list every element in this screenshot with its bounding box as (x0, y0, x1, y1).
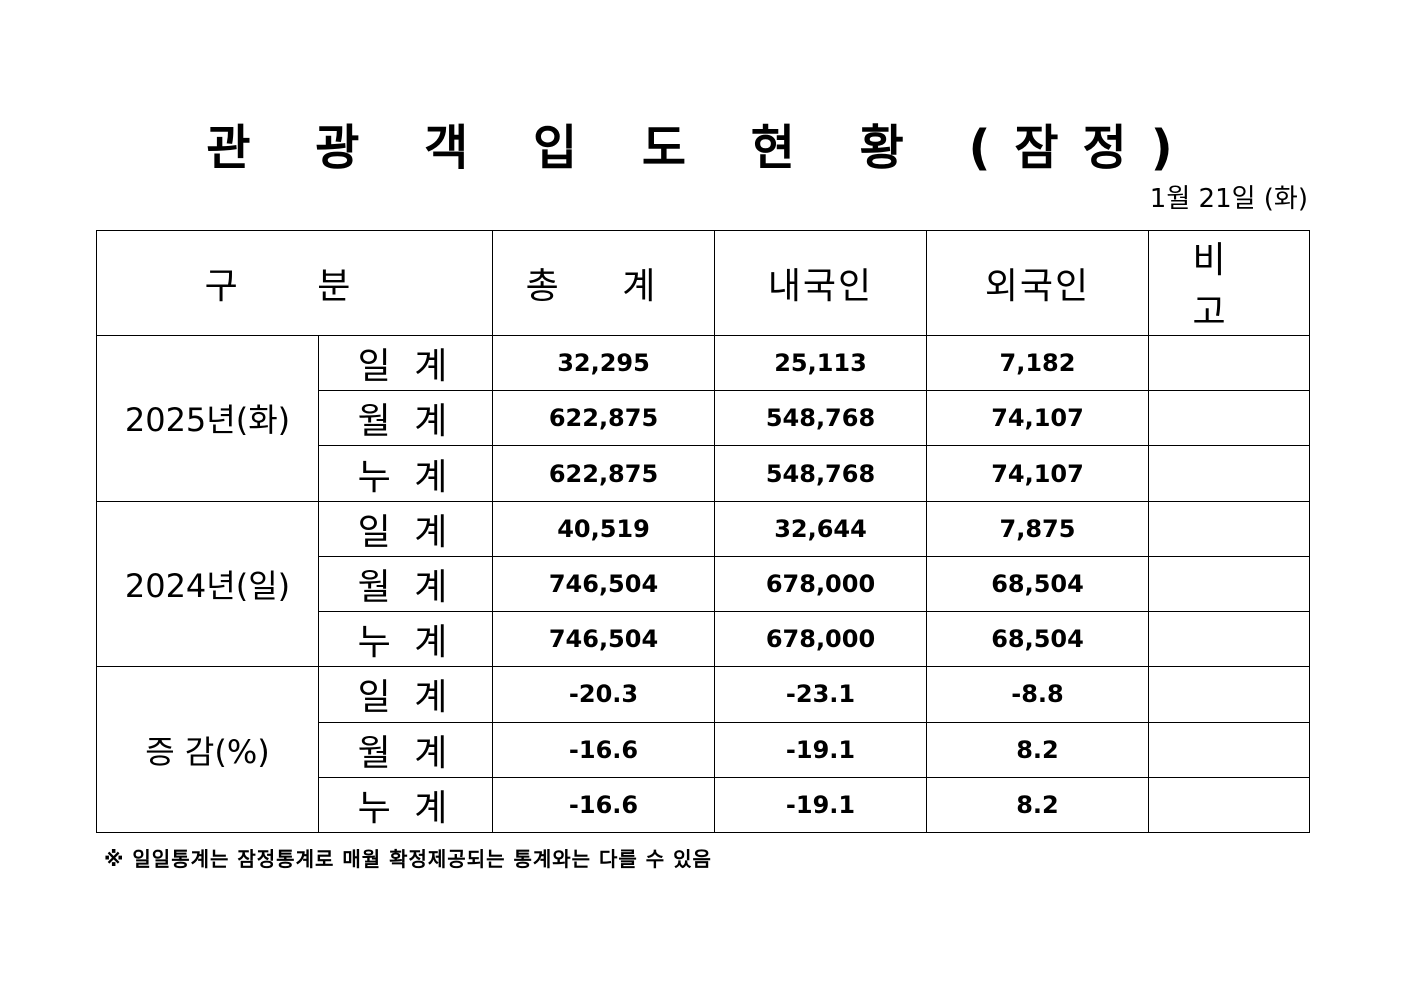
header-total: 총 계 (492, 230, 715, 336)
foreign-value: 68,504 (926, 611, 1149, 668)
foreign-value: -8.8 (926, 666, 1149, 723)
foreign-value: 68,504 (926, 555, 1149, 613)
foreign-value: 74,107 (926, 445, 1149, 502)
domestic-value: 678,000 (714, 611, 927, 668)
row-label: 월 계 (318, 721, 493, 778)
total-value: 622,875 (492, 445, 715, 502)
table-header-row: 구 분 총 계 내국인 외국인 비 고 (96, 230, 1310, 336)
row-label: 누 계 (318, 445, 493, 502)
table-row: 누 계 746,504 678,000 68,504 (97, 611, 1310, 668)
header-domestic: 내국인 (714, 230, 927, 336)
table-row: 누 계 -16.6 -19.1 8.2 (97, 776, 1310, 834)
page-title: 관 광 객 입 도 현 황 (잠정) (206, 120, 1197, 176)
remarks-cell (1148, 721, 1310, 778)
report-date: 1월 21일 (화) (1149, 184, 1308, 214)
header-category: 구 분 (96, 230, 493, 336)
domestic-value: 25,113 (714, 334, 927, 392)
table-row: 증 감(%) 일 계 -20.3 -23.1 -8.8 (96, 666, 1310, 833)
row-label: 월 계 (318, 390, 493, 447)
domestic-value: 548,768 (714, 390, 927, 447)
tourist-stats-table: 구 분 총 계 내국인 외국인 비 고 2025년(화) 일 계 32,295 … (96, 230, 1310, 834)
period-label: 2025년(화) (96, 335, 319, 502)
remarks-cell (1148, 334, 1310, 392)
remarks-cell (1148, 500, 1310, 557)
foreign-value: 8.2 (926, 776, 1149, 834)
total-value: -16.6 (492, 721, 715, 778)
total-value: -20.3 (492, 666, 715, 723)
foreign-value: 7,875 (926, 500, 1149, 557)
foreign-value: 7,182 (926, 334, 1149, 392)
foreign-value: 74,107 (926, 390, 1149, 447)
total-value: 40,519 (492, 500, 715, 557)
domestic-value: 32,644 (714, 500, 927, 557)
header-foreign: 외국인 (926, 230, 1149, 336)
table-row: 월 계 746,504 678,000 68,504 (97, 555, 1310, 613)
total-value: 746,504 (492, 611, 715, 668)
table-row: 2024년(일) 일 계 40,519 32,644 7,875 (96, 500, 1310, 668)
remarks-cell (1148, 611, 1310, 668)
remarks-cell (1148, 445, 1310, 502)
row-label: 일 계 (318, 334, 493, 392)
row-label: 일 계 (318, 500, 493, 557)
domestic-value: 678,000 (714, 555, 927, 613)
row-label: 월 계 (318, 555, 493, 613)
remarks-cell (1148, 776, 1310, 834)
domestic-value: -19.1 (714, 721, 927, 778)
footnote: ※ 일일통계는 잠정통계로 매월 확정제공되는 통계와는 다를 수 있음 (104, 847, 712, 871)
row-label: 누 계 (318, 611, 493, 668)
total-value: 32,295 (492, 334, 715, 392)
row-label: 누 계 (318, 776, 493, 834)
period-label: 증 감(%) (96, 666, 319, 833)
table-row: 월 계 -16.6 -19.1 8.2 (97, 721, 1310, 778)
total-value: 622,875 (492, 390, 715, 447)
total-value: 746,504 (492, 555, 715, 613)
domestic-value: -23.1 (714, 666, 927, 723)
domestic-value: 548,768 (714, 445, 927, 502)
remarks-cell (1148, 666, 1310, 723)
remarks-cell (1148, 555, 1310, 613)
domestic-value: -19.1 (714, 776, 927, 834)
period-label: 2024년(일) (96, 500, 319, 668)
table-row: 누 계 622,875 548,768 74,107 (97, 445, 1310, 502)
total-value: -16.6 (492, 776, 715, 834)
table-row: 2025년(화) 일 계 32,295 25,113 7,182 (96, 334, 1310, 502)
row-label: 일 계 (318, 666, 493, 723)
foreign-value: 8.2 (926, 721, 1149, 778)
header-remarks: 비 고 (1148, 230, 1310, 336)
remarks-cell (1148, 390, 1310, 447)
